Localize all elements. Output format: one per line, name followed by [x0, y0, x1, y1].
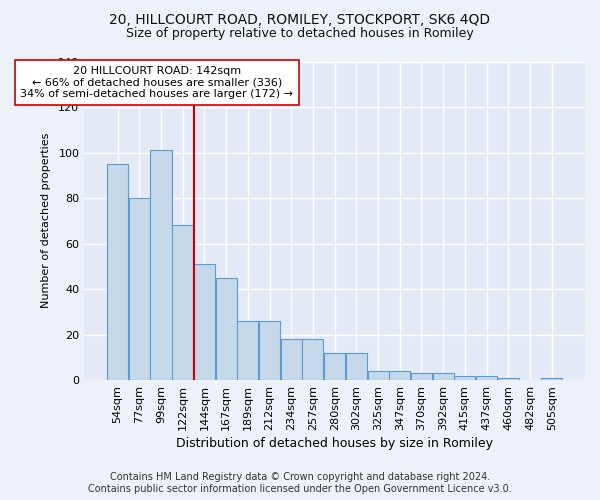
Bar	[172, 226, 193, 380]
Text: 20 HILLCOURT ROAD: 142sqm
← 66% of detached houses are smaller (336)
34% of semi: 20 HILLCOURT ROAD: 142sqm ← 66% of detac…	[20, 66, 293, 100]
X-axis label: Distribution of detached houses by size in Romiley: Distribution of detached houses by size …	[176, 437, 493, 450]
Bar	[433, 373, 454, 380]
Bar	[541, 378, 562, 380]
Bar	[259, 321, 280, 380]
Bar	[129, 198, 150, 380]
Bar	[476, 376, 497, 380]
Text: Size of property relative to detached houses in Romiley: Size of property relative to detached ho…	[126, 28, 474, 40]
Bar	[151, 150, 172, 380]
Bar	[389, 371, 410, 380]
Bar	[107, 164, 128, 380]
Bar	[302, 339, 323, 380]
Bar	[346, 353, 367, 380]
Text: 20, HILLCOURT ROAD, ROMILEY, STOCKPORT, SK6 4QD: 20, HILLCOURT ROAD, ROMILEY, STOCKPORT, …	[109, 12, 491, 26]
Bar	[281, 339, 302, 380]
Bar	[194, 264, 215, 380]
Text: Contains HM Land Registry data © Crown copyright and database right 2024.
Contai: Contains HM Land Registry data © Crown c…	[88, 472, 512, 494]
Bar	[215, 278, 236, 380]
Bar	[454, 376, 475, 380]
Bar	[498, 378, 519, 380]
Bar	[368, 371, 389, 380]
Y-axis label: Number of detached properties: Number of detached properties	[41, 133, 52, 308]
Bar	[324, 353, 345, 380]
Bar	[237, 321, 259, 380]
Bar	[411, 373, 432, 380]
